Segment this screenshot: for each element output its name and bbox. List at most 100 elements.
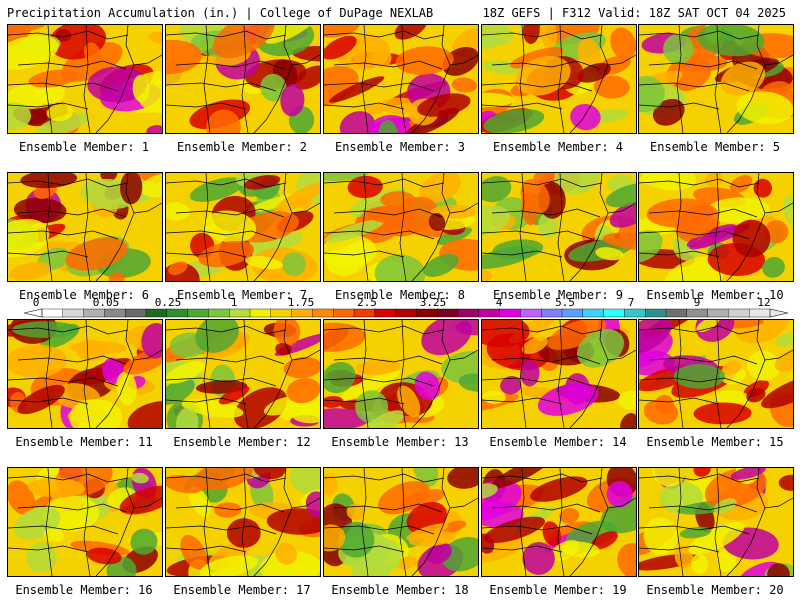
state-border xyxy=(166,325,287,335)
precip-blob xyxy=(305,491,320,518)
state-border xyxy=(83,173,91,281)
ensemble-member-label: Ensemble Member: 15 xyxy=(646,435,784,449)
precip-blob xyxy=(292,46,320,62)
state-border xyxy=(491,355,601,365)
state-border xyxy=(324,178,445,188)
ensemble-member-label: Ensemble Member: 17 xyxy=(173,583,311,597)
state-border xyxy=(482,397,563,405)
state-border xyxy=(95,468,135,576)
state-border xyxy=(8,525,119,535)
precip-blob xyxy=(720,61,766,96)
precip-blob xyxy=(130,528,158,555)
colorbar-swatch xyxy=(291,308,314,318)
precip-blob xyxy=(140,173,162,198)
colorbar-swatch xyxy=(395,308,418,318)
state-border xyxy=(333,208,443,218)
precip-blob xyxy=(374,254,426,281)
precip-map xyxy=(7,319,163,429)
precip-blob xyxy=(639,320,672,355)
precip-blob xyxy=(275,542,297,565)
state-border xyxy=(175,208,285,218)
colorbar-right-arrow xyxy=(769,308,788,318)
ensemble-panel: Ensemble Member: 10 xyxy=(638,172,794,302)
colorbar-tick-label: 3.25 xyxy=(419,296,447,309)
precip-map xyxy=(481,319,637,429)
ensemble-member-label: Ensemble Member: 5 xyxy=(649,140,781,154)
state-border xyxy=(175,355,285,365)
precip-blob xyxy=(324,474,338,496)
precip-map xyxy=(481,172,637,282)
state-border xyxy=(133,202,162,214)
colorbar-swatch xyxy=(228,308,251,318)
precip-blob xyxy=(590,531,618,550)
precip-blob xyxy=(148,31,162,44)
ensemble-panel: Ensemble Member: 1 xyxy=(7,24,163,154)
colorbar-swatch xyxy=(83,308,106,318)
precip-blob xyxy=(13,197,67,224)
precip-map xyxy=(7,172,163,282)
state-border xyxy=(166,545,247,553)
state-border xyxy=(45,173,53,281)
state-border xyxy=(17,355,127,365)
state-border xyxy=(166,250,247,258)
state-border xyxy=(203,173,211,281)
state-border xyxy=(95,320,135,428)
ensemble-member-label: Ensemble Member: 13 xyxy=(331,435,469,449)
precip-blob xyxy=(483,108,545,133)
precip-blob xyxy=(714,390,751,406)
colorbar-swatch xyxy=(416,308,438,318)
state-border xyxy=(166,525,277,535)
state-border xyxy=(639,377,750,387)
colorbar-tick-label: 7 xyxy=(627,296,635,309)
state-border xyxy=(648,503,758,513)
precip-map xyxy=(165,319,321,429)
ensemble-member-label: Ensemble Member: 10 xyxy=(646,288,784,302)
precip-blob xyxy=(746,388,766,403)
ensemble-panel: Ensemble Member: 9 xyxy=(481,172,637,302)
precip-blob xyxy=(166,39,202,75)
state-border xyxy=(607,497,636,509)
precip-blob xyxy=(646,198,715,228)
precip-blob xyxy=(339,370,401,401)
ensemble-member-label: Ensemble Member: 9 xyxy=(492,288,624,302)
colorbar-tick-label: 5.5 xyxy=(555,296,575,309)
state-border xyxy=(83,320,91,428)
precip-blob xyxy=(652,468,687,487)
precip-blob xyxy=(605,183,636,208)
colorbar-swatch xyxy=(749,308,771,318)
colorbar-swatch xyxy=(665,308,688,318)
precip-blob xyxy=(46,104,74,122)
precip-blob xyxy=(778,474,793,491)
state-border xyxy=(324,545,405,553)
state-border xyxy=(676,25,684,133)
precip-blob xyxy=(520,178,550,214)
state-border xyxy=(491,60,601,70)
ensemble-member-label: Ensemble Member: 14 xyxy=(489,435,627,449)
state-border xyxy=(8,102,89,110)
state-border xyxy=(639,473,760,483)
state-border xyxy=(482,525,593,535)
state-border xyxy=(714,468,722,576)
precip-blob xyxy=(212,25,275,59)
precip-blob xyxy=(131,472,149,484)
precip-blob xyxy=(610,27,636,60)
header-title: Precipitation Accumulation (in.) | Colle… xyxy=(7,6,434,20)
precip-map xyxy=(638,172,794,282)
precip-blob xyxy=(736,91,793,125)
state-border xyxy=(639,30,760,40)
precip-blob xyxy=(419,173,462,204)
state-border xyxy=(399,173,407,281)
state-border xyxy=(324,82,435,92)
state-border xyxy=(17,503,127,513)
precip-blob xyxy=(27,477,85,498)
state-border xyxy=(133,349,162,361)
ensemble-panel: Ensemble Member: 7 xyxy=(165,172,321,302)
precip-map xyxy=(165,172,321,282)
state-border xyxy=(45,320,53,428)
ensemble-panel: Ensemble Member: 17 xyxy=(165,467,321,597)
state-border xyxy=(557,173,565,281)
precip-blob xyxy=(189,177,245,202)
precip-blob xyxy=(8,344,67,378)
state-border xyxy=(253,173,293,281)
state-border xyxy=(714,173,722,281)
